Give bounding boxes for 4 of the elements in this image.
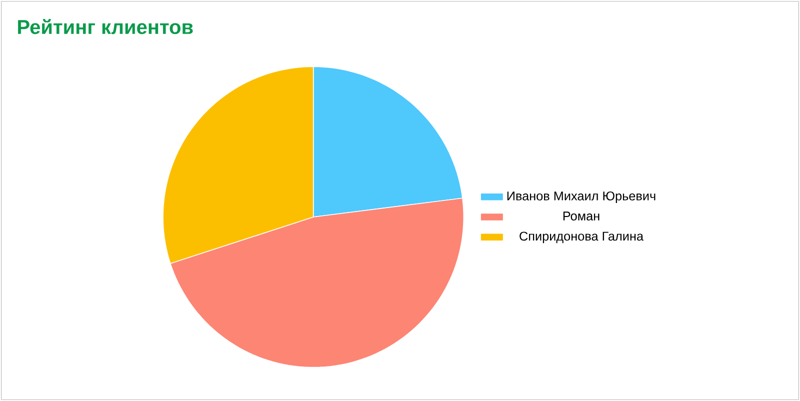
chart-title: Рейтинг клиентов [18,19,193,34]
slice-label: Роман [563,212,600,220]
legend-label: Спиридонова Галина [520,232,644,244]
legend-label: Иванов Михаил Юрьевич [507,191,656,203]
